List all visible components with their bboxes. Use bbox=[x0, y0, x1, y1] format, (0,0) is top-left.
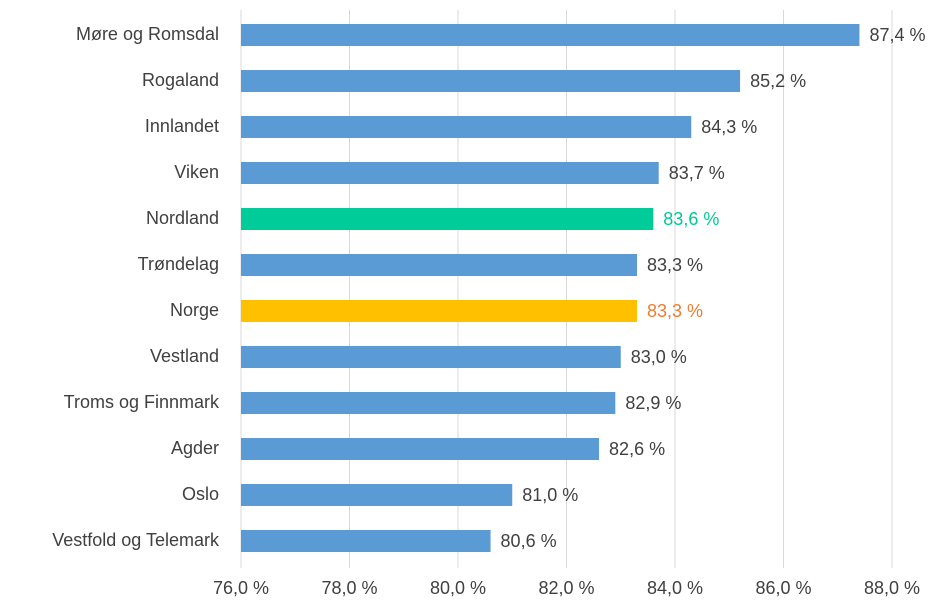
value-label: 82,9 % bbox=[625, 393, 681, 413]
value-label: 83,7 % bbox=[669, 163, 725, 183]
y-tick-label: Viken bbox=[174, 162, 219, 182]
x-tick-label: 82,0 % bbox=[538, 578, 594, 598]
x-tick-label: 78,0 % bbox=[321, 578, 377, 598]
x-tick-label: 80,0 % bbox=[430, 578, 486, 598]
bar bbox=[241, 116, 692, 138]
y-tick-label: Vestland bbox=[150, 346, 219, 366]
bar bbox=[241, 70, 741, 92]
value-label: 80,6 % bbox=[501, 531, 557, 551]
bar bbox=[241, 530, 491, 552]
y-tick-label: Vestfold og Telemark bbox=[52, 530, 220, 550]
x-tick-label: 84,0 % bbox=[647, 578, 703, 598]
value-label: 83,3 % bbox=[647, 301, 703, 321]
bar bbox=[241, 392, 616, 414]
y-tick-label: Trøndelag bbox=[138, 254, 219, 274]
value-label: 87,4 % bbox=[869, 25, 925, 45]
bar bbox=[241, 438, 600, 460]
value-label: 82,6 % bbox=[609, 439, 665, 459]
value-label: 83,3 % bbox=[647, 255, 703, 275]
value-label: 84,3 % bbox=[701, 117, 757, 137]
x-tick-label: 76,0 % bbox=[213, 578, 269, 598]
y-tick-label: Agder bbox=[171, 438, 219, 458]
y-tick-label: Innlandet bbox=[145, 116, 219, 136]
bar bbox=[241, 254, 638, 276]
bar bbox=[241, 24, 860, 46]
y-tick-label: Rogaland bbox=[142, 70, 219, 90]
x-tick-label: 88,0 % bbox=[864, 578, 920, 598]
value-label: 83,0 % bbox=[631, 347, 687, 367]
bar bbox=[241, 300, 638, 322]
y-tick-label: Troms og Finnmark bbox=[64, 392, 220, 412]
value-label: 83,6 % bbox=[663, 209, 719, 229]
y-tick-label: Oslo bbox=[182, 484, 219, 504]
y-tick-label: Møre og Romsdal bbox=[76, 24, 219, 44]
bar bbox=[241, 162, 659, 184]
value-label: 85,2 % bbox=[750, 71, 806, 91]
y-tick-label: Norge bbox=[170, 300, 219, 320]
bar bbox=[241, 484, 513, 506]
x-tick-label: 86,0 % bbox=[755, 578, 811, 598]
bar bbox=[241, 346, 621, 368]
value-label: 81,0 % bbox=[522, 485, 578, 505]
y-tick-label: Nordland bbox=[146, 208, 219, 228]
bar bbox=[241, 208, 654, 230]
